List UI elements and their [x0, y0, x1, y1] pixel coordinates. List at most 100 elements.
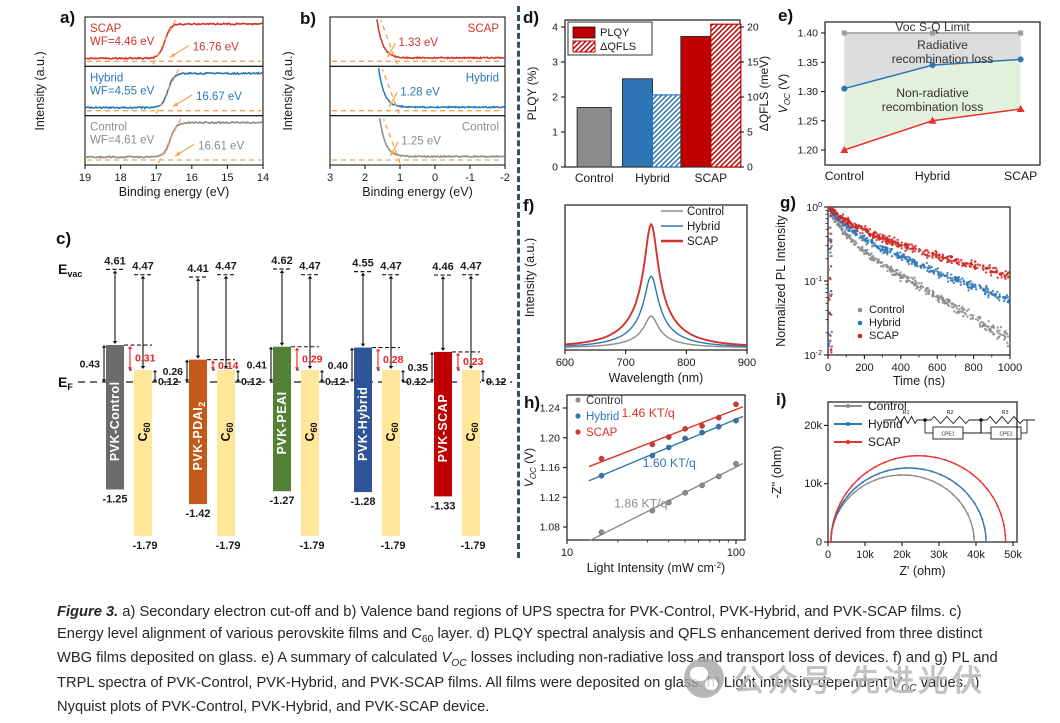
svg-text:VOC (V): VOC (V): [776, 74, 792, 113]
svg-text:PVK-Hybrid: PVK-Hybrid: [356, 387, 370, 461]
panel-g-trpl-chart: 100 10-1 10-20 200 400 600 800 1000 ControlHybri…: [774, 202, 1022, 388]
svg-text:16.61 eV: 16.61 eV: [198, 140, 244, 152]
svg-text:100: 100: [727, 547, 745, 559]
svg-text:SCAP: SCAP: [694, 171, 727, 185]
svg-text:Voc S-Q Limit: Voc S-Q Limit: [895, 20, 970, 34]
svg-text:SCAP: SCAP: [868, 435, 901, 449]
svg-text:1.20: 1.20: [798, 145, 819, 157]
svg-text:-1.42: -1.42: [185, 508, 210, 520]
svg-text:900: 900: [738, 357, 756, 369]
svg-text:1.33 eV: 1.33 eV: [398, 37, 438, 49]
svg-text:0: 0: [747, 162, 753, 174]
svg-text:200: 200: [855, 362, 873, 374]
svg-text:0.41: 0.41: [247, 359, 268, 371]
svg-text:10-1: 10-1: [804, 276, 822, 288]
svg-text:-1.27: -1.27: [269, 495, 294, 507]
svg-text:10k: 10k: [804, 478, 822, 490]
svg-text:PVK-PEAI: PVK-PEAI: [275, 391, 289, 454]
svg-text:1.16: 1.16: [540, 462, 561, 474]
svg-text:Hybrid: Hybrid: [586, 411, 619, 423]
svg-text:1.46 KT/q: 1.46 KT/q: [621, 406, 674, 420]
svg-text:-1.33: -1.33: [430, 500, 455, 512]
svg-text:800: 800: [964, 362, 982, 374]
svg-text:Radiative: Radiative: [917, 38, 968, 52]
svg-text:C60: C60: [303, 422, 319, 441]
svg-text:Intensity (a.u.): Intensity (a.u.): [33, 51, 47, 130]
svg-text:0: 0: [825, 362, 831, 374]
panel-f-label: f): [523, 196, 535, 215]
svg-text:WF=4.61 eV: WF=4.61 eV: [90, 135, 155, 147]
panel-d-plqy-qfls-bar-chart: Control Hybrid SCAP 0 1 2 3 4 0 5 10 15 20 PLQY ΔQFLS P…: [525, 19, 771, 185]
svg-text:Evac: Evac: [58, 261, 82, 279]
svg-text:0.35: 0.35: [408, 362, 429, 374]
svg-text:Time (ns): Time (ns): [893, 374, 945, 388]
section-divider: [517, 6, 520, 558]
svg-text:0.12: 0.12: [241, 376, 262, 388]
svg-text:Hybrid: Hybrid: [915, 169, 950, 183]
svg-text:Hybrid: Hybrid: [466, 72, 499, 84]
svg-text:4: 4: [552, 22, 558, 34]
svg-text:C60: C60: [219, 422, 235, 441]
svg-text:40k: 40k: [967, 549, 985, 561]
svg-text:Control: Control: [869, 304, 904, 316]
svg-text:400: 400: [892, 362, 910, 374]
svg-text:4.55: 4.55: [352, 258, 373, 270]
svg-text:0: 0: [432, 172, 438, 184]
svg-text:1: 1: [552, 127, 558, 139]
svg-text:C60: C60: [136, 422, 152, 441]
svg-text:SCAP: SCAP: [90, 23, 122, 35]
svg-text:Control: Control: [825, 169, 864, 183]
svg-text:Hybrid: Hybrid: [869, 317, 901, 329]
svg-text:Control: Control: [90, 122, 127, 134]
svg-text:1.24: 1.24: [540, 403, 561, 415]
svg-text:Wavelength (nm): Wavelength (nm): [609, 371, 704, 385]
svg-text:R3: R3: [1001, 410, 1008, 416]
svg-text:10: 10: [747, 92, 759, 104]
svg-text:17: 17: [150, 172, 162, 184]
svg-text:0.31: 0.31: [135, 353, 156, 365]
svg-text:-1.79: -1.79: [299, 540, 324, 552]
svg-text:-1.28: -1.28: [350, 496, 375, 508]
panel-a-label: a): [60, 8, 76, 27]
svg-text:4.47: 4.47: [215, 261, 236, 273]
svg-text:1.25: 1.25: [798, 115, 819, 127]
svg-text:3: 3: [327, 172, 333, 184]
svg-text:SCAP: SCAP: [687, 236, 719, 248]
svg-text:10k: 10k: [856, 549, 874, 561]
svg-text:20k: 20k: [804, 420, 822, 432]
svg-text:0.26: 0.26: [163, 366, 184, 378]
svg-text:1.30: 1.30: [798, 86, 819, 98]
panel-i-nyquist-chart: 0 10k 20k 0 10k 20k 30k 40k 50k Control Hybrid SCAP…: [770, 399, 1035, 578]
svg-text:VOC (V): VOC (V): [522, 448, 538, 487]
svg-text:PVK-SCAP: PVK-SCAP: [436, 394, 450, 463]
svg-text:4.41: 4.41: [187, 263, 208, 275]
svg-text:4.47: 4.47: [132, 261, 153, 273]
svg-text:800: 800: [677, 357, 695, 369]
svg-text:4.47: 4.47: [380, 261, 401, 273]
svg-text:0.12: 0.12: [486, 376, 507, 388]
svg-text:PVK-PDAI2: PVK-PDAI2: [191, 401, 207, 470]
svg-text:-1: -1: [465, 172, 475, 184]
svg-text:4.47: 4.47: [460, 261, 481, 273]
svg-text:Control: Control: [687, 206, 724, 218]
svg-text:4.61: 4.61: [104, 255, 125, 267]
panel-f-pl-spectra-chart: Control Hybrid SCAP 600 700 800 900 Wavelength …: [523, 204, 756, 385]
svg-text:1.28 eV: 1.28 eV: [400, 86, 440, 98]
svg-text:Hybrid: Hybrid: [687, 221, 720, 233]
svg-text:0: 0: [825, 549, 831, 561]
svg-text:0: 0: [816, 537, 822, 549]
panel-g-label: g): [780, 193, 797, 212]
svg-text:0.28: 0.28: [383, 354, 404, 366]
svg-text:Intensity (a.u.): Intensity (a.u.): [523, 238, 537, 317]
svg-text:ΔQFLS: ΔQFLS: [600, 41, 636, 53]
svg-text:0.12: 0.12: [158, 376, 179, 388]
figure-caption: Figure 3. a) Secondary electron cut-off …: [57, 604, 998, 716]
svg-text:5: 5: [747, 127, 753, 139]
svg-text:4.47: 4.47: [299, 261, 320, 273]
svg-text:0.29: 0.29: [302, 353, 323, 365]
panel-i-label: i): [776, 390, 787, 409]
svg-text:1.60 KT/q: 1.60 KT/q: [643, 456, 696, 470]
svg-text:Binding energy (eV): Binding energy (eV): [362, 185, 472, 199]
